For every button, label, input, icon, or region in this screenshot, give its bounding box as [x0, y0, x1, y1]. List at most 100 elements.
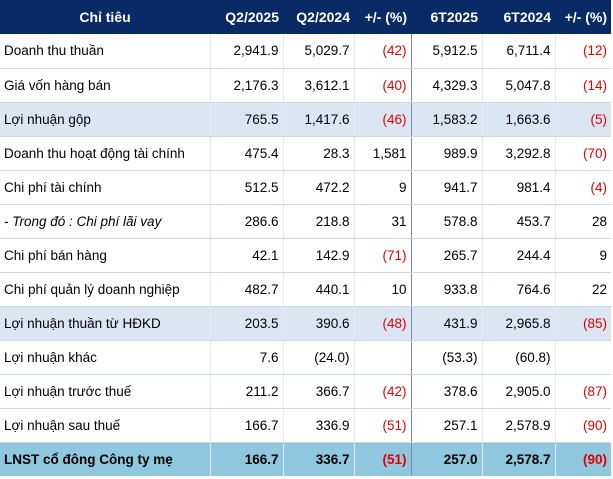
cell-half-change: (87) — [554, 374, 611, 409]
row-label: Lợi nhuận sau thuế — [0, 408, 210, 443]
cell-half-change: (90) — [554, 442, 611, 476]
cell-6t2025: (53.3) — [410, 340, 482, 375]
cell-half-change: (90) — [554, 408, 611, 443]
cell-6t2025: 265.7 — [410, 238, 482, 273]
cell-6t2024: (60.8) — [481, 340, 555, 375]
cell-half-change: (4) — [554, 170, 611, 205]
cell-half-change: (14) — [554, 68, 611, 103]
cell-6t2024: 3,292.8 — [481, 136, 555, 171]
header-half-change: +/- (%) — [555, 0, 611, 34]
cell-6t2024: 244.4 — [481, 238, 555, 273]
cell-6t2024: 764.6 — [481, 272, 555, 307]
row-label: Lợi nhuận khác — [0, 340, 210, 375]
table-row: Lợi nhuận sau thuế 166.7 336.9 (51) 257.1 2,5… — [0, 408, 611, 443]
cell-half-change: 28 — [554, 204, 611, 239]
cell-q2-2025: 482.7 — [209, 272, 283, 307]
table-header: Chỉ tiêu Q2/2025 Q2/2024 +/- (%) 6T2025 … — [0, 0, 611, 34]
cell-6t2025: 933.8 — [410, 272, 482, 307]
cell-q2-2025: 512.5 — [209, 170, 283, 205]
cell-q2-2024: 366.7 — [282, 374, 354, 409]
cell-half-change: (85) — [554, 306, 611, 341]
cell-6t2024: 2,578.9 — [481, 408, 555, 443]
cell-6t2025: 378.6 — [410, 374, 482, 409]
row-label: LNST cổ đông Công ty mẹ — [0, 442, 210, 476]
cell-half-change: (5) — [554, 102, 611, 137]
table-row: Doanh thu hoạt động tài chính 475.4 28.3 1,… — [0, 136, 611, 171]
header-6t2025: 6T2025 — [411, 0, 482, 34]
cell-6t2024: 2,905.0 — [481, 374, 555, 409]
cell-6t2025: 941.7 — [410, 170, 482, 205]
table-row: Chi phí quản lý doanh nghiệp 482.7 440.1 10… — [0, 272, 611, 307]
table-row: Lợi nhuận khác 7.6 (24.0) (53.3) (60.8) — [0, 340, 611, 375]
cell-6t2024: 981.4 — [481, 170, 555, 205]
cell-q2-2025: 42.1 — [209, 238, 283, 273]
cell-q2-2024: 472.2 — [282, 170, 354, 205]
cell-q2-2025: 211.2 — [209, 374, 283, 409]
row-label: Chi phí tài chính — [0, 170, 210, 205]
cell-quarter-change: (42) — [353, 374, 411, 409]
cell-half-change: (12) — [554, 34, 611, 69]
table-row: LNST cổ đông Công ty mẹ 166.7 336.7 (51) 257… — [0, 442, 611, 476]
table-row: Giá vốn hàng bán 2,176.3 3,612.1 (40) 4,329.… — [0, 68, 611, 103]
header-row: Chỉ tiêu Q2/2025 Q2/2024 +/- (%) 6T2025 … — [0, 0, 611, 34]
header-quarter-change: +/- (%) — [354, 0, 411, 34]
cell-q2-2024: 1,417.6 — [282, 102, 354, 137]
cell-quarter-change: (51) — [353, 442, 411, 476]
cell-q2-2024: 390.6 — [282, 306, 354, 341]
cell-quarter-change: (71) — [353, 238, 411, 273]
cell-6t2024: 5,047.8 — [481, 68, 555, 103]
table-row: Chi phí bán hàng 42.1 142.9 (71) 265.7 244.4 9 — [0, 238, 611, 273]
row-label: Giá vốn hàng bán — [0, 68, 210, 103]
cell-q2-2025: 7.6 — [209, 340, 283, 375]
table-row: Doanh thu thuần 2,941.9 5,029.7 (42) 5,912.5… — [0, 34, 611, 69]
cell-half-change: 9 — [554, 238, 611, 273]
cell-half-change: 22 — [554, 272, 611, 307]
cell-q2-2024: 28.3 — [282, 136, 354, 171]
cell-quarter-change: (51) — [353, 408, 411, 443]
row-label: Doanh thu thuần — [0, 34, 210, 69]
cell-q2-2024: 440.1 — [282, 272, 354, 307]
cell-6t2025: 257.1 — [410, 408, 482, 443]
cell-quarter-change: (46) — [353, 102, 411, 137]
cell-6t2025: 1,583.2 — [410, 102, 482, 137]
row-label: Doanh thu hoạt động tài chính — [0, 136, 210, 171]
cell-6t2024: 2,965.8 — [481, 306, 555, 341]
cell-half-change — [554, 340, 611, 375]
row-label: Lợi nhuận thuần từ HĐKD — [0, 306, 210, 341]
cell-q2-2025: 475.4 — [209, 136, 283, 171]
cell-q2-2025: 203.5 — [209, 306, 283, 341]
cell-q2-2025: 166.7 — [209, 408, 283, 443]
row-label: Lợi nhuận gộp — [0, 102, 210, 137]
cell-quarter-change — [353, 340, 411, 375]
cell-q2-2025: 2,176.3 — [209, 68, 283, 103]
cell-quarter-change: 1,581 — [353, 136, 411, 171]
cell-q2-2024: 336.9 — [282, 408, 354, 443]
cell-quarter-change: 31 — [353, 204, 411, 239]
row-label: - Trong đó : Chi phí lãi vay — [0, 204, 210, 239]
cell-6t2024: 453.7 — [481, 204, 555, 239]
table-row: Chi phí tài chính 512.5 472.2 9 941.7 981.4 (4… — [0, 170, 611, 205]
cell-quarter-change: 10 — [353, 272, 411, 307]
cell-6t2025: 431.9 — [410, 306, 482, 341]
cell-6t2024: 6,711.4 — [481, 34, 555, 69]
header-indicator: Chỉ tiêu — [0, 0, 210, 34]
cell-quarter-change: 9 — [353, 170, 411, 205]
cell-6t2025: 5,912.5 — [410, 34, 482, 69]
header-6t2024: 6T2024 — [482, 0, 555, 34]
cell-6t2024: 2,578.7 — [481, 442, 555, 476]
cell-q2-2025: 765.5 — [209, 102, 283, 137]
cell-q2-2024: 3,612.1 — [282, 68, 354, 103]
header-q2-2024: Q2/2024 — [283, 0, 354, 34]
table-row: Lợi nhuận gộp 765.5 1,417.6 (46) 1,583.2 1,66… — [0, 102, 611, 137]
row-label: Lợi nhuận trước thuế — [0, 374, 210, 409]
cell-quarter-change: (40) — [353, 68, 411, 103]
cell-q2-2025: 166.7 — [209, 442, 283, 476]
cell-q2-2024: 218.8 — [282, 204, 354, 239]
cell-half-change: (70) — [554, 136, 611, 171]
cell-q2-2024: 336.7 — [282, 442, 354, 476]
header-q2-2025: Q2/2025 — [210, 0, 283, 34]
table-row: Lợi nhuận trước thuế 211.2 366.7 (42) 378.6 2… — [0, 374, 611, 409]
table-row: - Trong đó : Chi phí lãi vay 286.6 218.8 31… — [0, 204, 611, 239]
table-row: Lợi nhuận thuần từ HĐKD 203.5 390.6 (48) 431… — [0, 306, 611, 341]
